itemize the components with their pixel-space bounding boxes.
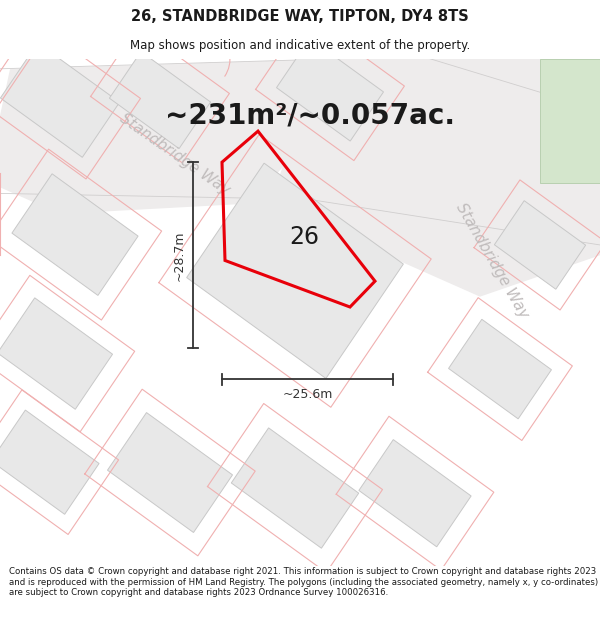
Polygon shape: [12, 174, 138, 296]
Polygon shape: [0, 59, 380, 214]
Polygon shape: [107, 412, 233, 532]
Polygon shape: [449, 319, 551, 419]
Polygon shape: [277, 39, 383, 141]
Polygon shape: [270, 59, 600, 297]
Polygon shape: [0, 410, 99, 514]
Polygon shape: [187, 163, 403, 379]
Text: ~28.7m: ~28.7m: [173, 230, 185, 281]
Text: ~25.6m: ~25.6m: [283, 389, 332, 401]
Text: 26, STANDBRIDGE WAY, TIPTON, DY4 8TS: 26, STANDBRIDGE WAY, TIPTON, DY4 8TS: [131, 9, 469, 24]
Polygon shape: [494, 201, 586, 289]
Text: ~231m²/~0.057ac.: ~231m²/~0.057ac.: [165, 102, 455, 129]
Polygon shape: [540, 59, 600, 183]
Polygon shape: [232, 428, 359, 548]
Text: Standbridge Way: Standbridge Way: [117, 111, 233, 198]
Polygon shape: [0, 298, 113, 409]
Polygon shape: [359, 439, 471, 547]
Text: 26: 26: [289, 224, 319, 249]
Text: Map shows position and indicative extent of the property.: Map shows position and indicative extent…: [130, 39, 470, 52]
Polygon shape: [109, 52, 211, 149]
Text: Contains OS data © Crown copyright and database right 2021. This information is : Contains OS data © Crown copyright and d…: [9, 568, 598, 598]
Polygon shape: [1, 43, 119, 158]
Text: Standbridge Way: Standbridge Way: [453, 200, 531, 321]
